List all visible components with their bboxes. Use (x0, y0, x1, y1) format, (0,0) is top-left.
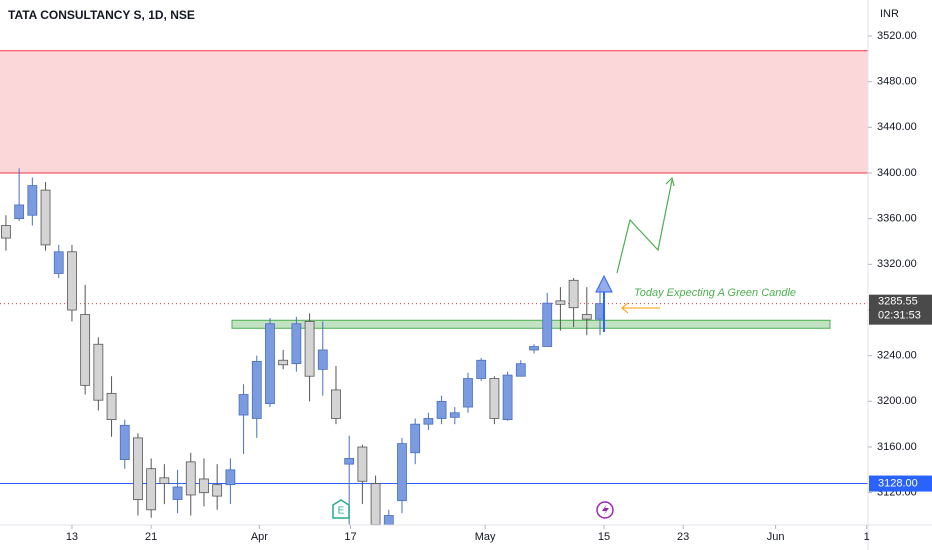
candle-body (555, 300, 566, 305)
countdown-label: 02:31:53 (878, 310, 921, 322)
y-tick-label: 3160.00 (877, 441, 917, 453)
candle-body (542, 302, 553, 347)
candle-body (291, 323, 302, 365)
candle-body (463, 378, 473, 408)
candle-body (370, 483, 381, 525)
chart-title: TATA CONSULTANCY S, 1D, NSE (8, 8, 195, 22)
candle-body (397, 443, 407, 502)
candle-body (357, 446, 368, 482)
x-tick-label: 1 (864, 531, 870, 543)
x-tick-label: Apr (251, 531, 268, 543)
candle-body (146, 468, 157, 511)
last-price-box (869, 294, 932, 325)
candle-body (133, 437, 143, 500)
candle-body (436, 400, 447, 419)
candle-body (476, 359, 487, 379)
last-price-label: 3285.55 (878, 296, 918, 308)
candle-body (515, 363, 526, 377)
candle-body (317, 349, 328, 370)
candle-body (581, 314, 592, 320)
candle-body (423, 418, 434, 425)
y-tick-label: 3480.00 (877, 76, 917, 88)
y-tick-label: 3400.00 (877, 167, 917, 179)
candle-body (304, 321, 315, 377)
candle-body (265, 323, 275, 405)
candle-body (344, 458, 355, 465)
projection-arrowhead (665, 176, 675, 187)
y-tick-label: 3520.00 (877, 30, 917, 42)
hline-price-box (869, 475, 932, 492)
x-tick-label: 15 (598, 531, 610, 543)
candle-body (80, 314, 91, 386)
y-tick-label: 3320.00 (877, 258, 917, 270)
svg-text:E: E (338, 506, 345, 517)
candle-body (185, 461, 196, 496)
candle-body (40, 189, 51, 246)
candle-body (212, 484, 223, 497)
earnings-badge[interactable]: E (332, 499, 350, 519)
candle-body (119, 424, 130, 460)
candle-body (14, 204, 25, 220)
x-tick-label: 23 (677, 531, 689, 543)
candle-body (278, 359, 289, 366)
x-tick-label: May (475, 531, 496, 543)
candle-body (502, 374, 513, 421)
candle-body (383, 515, 394, 525)
y-tick-label: 3240.00 (877, 350, 917, 362)
candle-body (225, 469, 236, 486)
candle-body (251, 360, 262, 419)
support-zone (231, 319, 831, 329)
plot-area (0, 50, 868, 525)
x-tick-label: 21 (145, 531, 157, 543)
candle-body (159, 477, 170, 484)
candle-body (93, 343, 104, 401)
orange-arrowhead (621, 302, 629, 314)
y-tick-label: 3440.00 (877, 121, 917, 133)
candle-body (529, 346, 539, 351)
x-tick-label: 17 (344, 531, 356, 543)
candle-body (67, 251, 77, 311)
candle-body (568, 279, 579, 309)
candle-body (449, 412, 460, 418)
event-badge[interactable] (596, 501, 614, 519)
candle-body (27, 185, 38, 216)
candle-body (238, 394, 249, 416)
x-tick-label: 13 (66, 531, 78, 543)
annotation: Today Expecting A Green Candle (634, 287, 796, 299)
y-tick-label: 3360.00 (877, 213, 917, 225)
candle-body (489, 378, 500, 419)
candle-body (172, 486, 183, 500)
x-tick-label: Jun (767, 531, 785, 543)
candle-body (331, 389, 341, 419)
resistance-zone (0, 50, 868, 173)
candle-body (53, 251, 64, 274)
candle-body (106, 392, 117, 421)
candle-body (1, 225, 11, 239)
candle-body (199, 478, 209, 494)
currency-label: INR (880, 8, 899, 20)
hline-price-label: 3128.00 (878, 477, 918, 489)
projection-path (616, 179, 673, 274)
candle-body (410, 423, 421, 454)
y-tick-label: 3200.00 (877, 395, 917, 407)
